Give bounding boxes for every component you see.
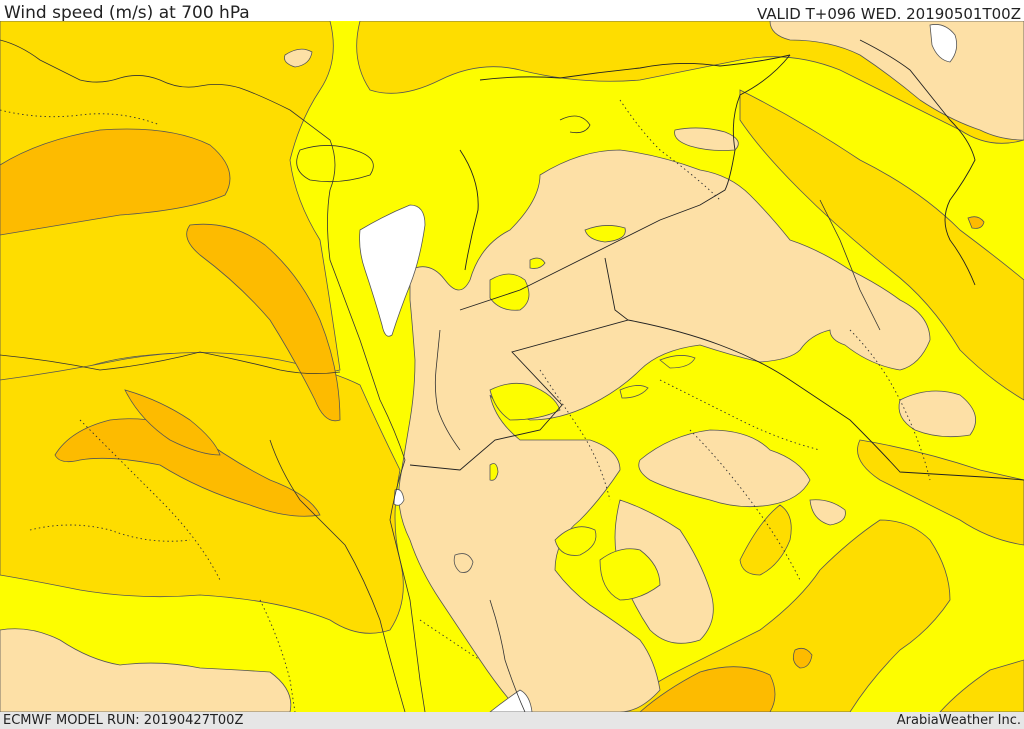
- light-contour-regions: [0, 21, 1024, 712]
- valid-time: VALID T+096 WED. 20190501T00Z: [756, 5, 1021, 23]
- orange-contour-regions: [0, 128, 985, 712]
- top-bar: [0, 0, 1024, 21]
- internal-boundaries: [0, 99, 931, 712]
- yellow-islands: [489, 225, 696, 601]
- borders: [409, 39, 1024, 481]
- white-low-wind-patches: [359, 24, 958, 712]
- map-title: Wind speed (m/s) at 700 hPa: [4, 3, 250, 23]
- wind-speed-map: [0, 21, 1024, 712]
- coastlines: [0, 39, 881, 712]
- model-run-label: ECMWF MODEL RUN: 20190427T00Z: [3, 713, 244, 728]
- bottom-bar: [0, 712, 1024, 729]
- credit-label: ArabiaWeather Inc.: [896, 713, 1021, 728]
